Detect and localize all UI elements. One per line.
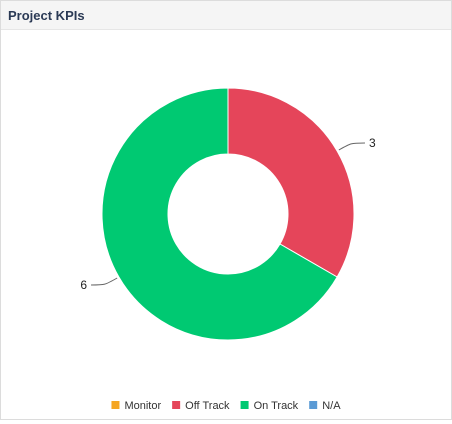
legend-label-off-track: Off Track: [185, 400, 230, 412]
donut-chart: 36 Monitor Off Track On Track N/A: [80, 87, 376, 412]
donut-data-labels: 36: [80, 136, 376, 292]
legend-item-n-a[interactable]: N/A: [309, 400, 341, 412]
legend-swatch-off-track: [172, 401, 181, 409]
legend-label-n-a: N/A: [322, 400, 341, 412]
data-label-on-track: 6: [80, 278, 87, 292]
legend-swatch-n-a: [309, 401, 318, 409]
donut-slice-off-track[interactable]: [227, 87, 355, 278]
legend-label-on-track: On Track: [254, 400, 299, 412]
data-label-connector-off-track: [338, 142, 365, 151]
widget-header: Project KPIs: [1, 1, 451, 30]
data-label-connector-on-track: [91, 277, 118, 286]
legend-item-monitor[interactable]: Monitor: [111, 400, 161, 412]
legend-item-off-track[interactable]: Off Track: [172, 400, 230, 412]
donut-slices: [101, 87, 355, 341]
legend-item-on-track[interactable]: On Track: [240, 400, 299, 412]
data-label-off-track: 3: [369, 136, 376, 150]
chart-legend: Monitor Off Track On Track N/A: [111, 400, 341, 412]
donut-slice-on-track[interactable]: [101, 87, 338, 341]
legend-swatch-monitor: [111, 401, 120, 409]
legend-swatch-on-track: [240, 401, 249, 409]
widget-title: Project KPIs: [8, 7, 85, 23]
legend-label-monitor: Monitor: [124, 400, 161, 412]
